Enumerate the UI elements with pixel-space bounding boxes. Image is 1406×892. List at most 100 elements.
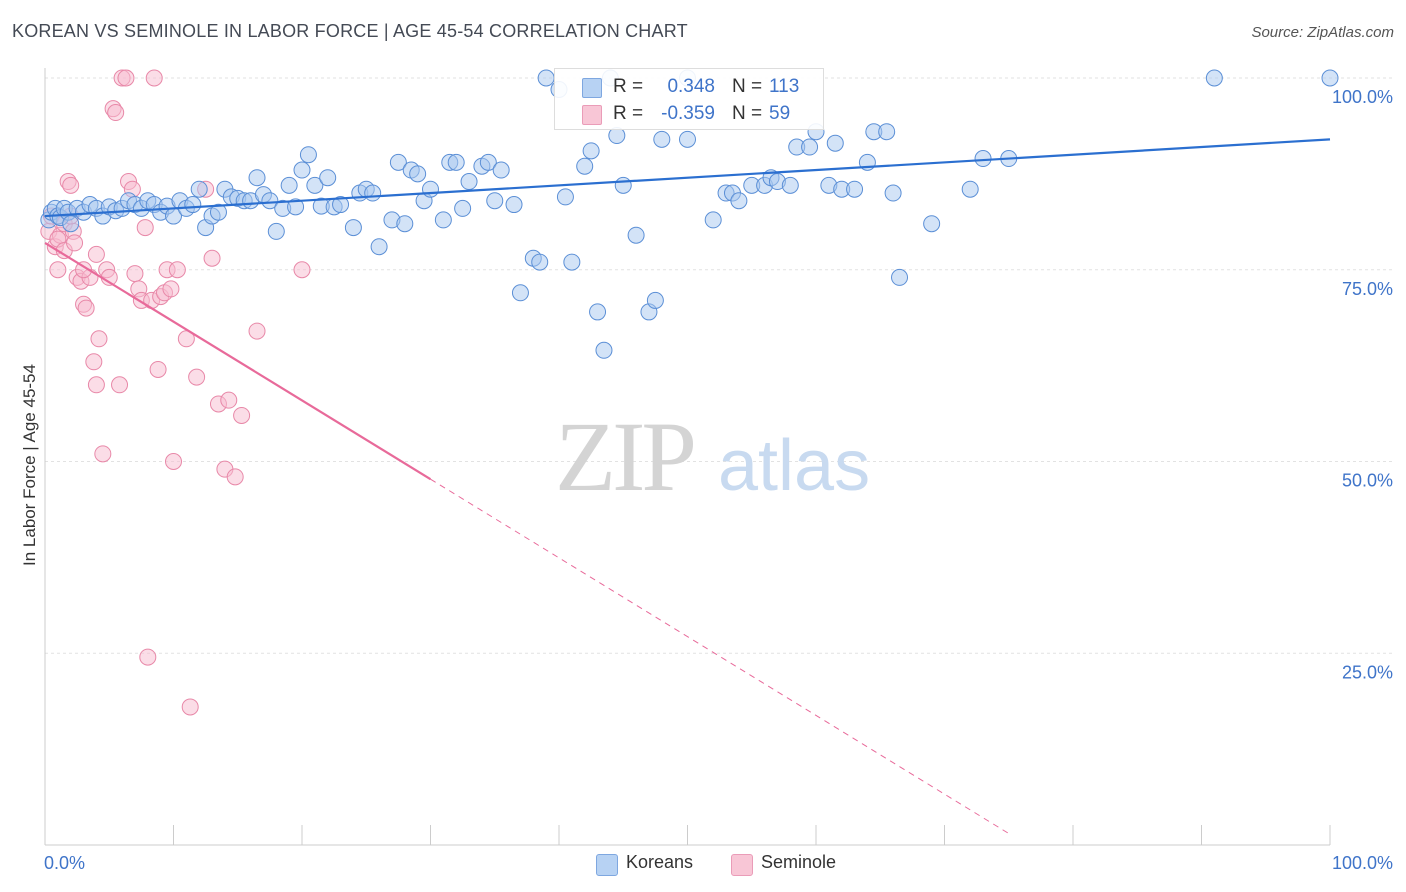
seminole-point — [139, 648, 157, 666]
koreans-point — [878, 123, 896, 141]
koreans-point — [627, 226, 645, 244]
koreans-point — [730, 192, 748, 210]
tick-labels: 25.0% 50.0% 75.0% 100.0% 0.0% 100.0% — [44, 87, 1393, 873]
koreans-point — [422, 180, 439, 198]
seminole-point — [149, 360, 167, 378]
stats-legend: R = 0.348 N = 113 R = -0.359 N = 59 — [554, 68, 824, 130]
seminole-point — [165, 453, 182, 470]
koreans-point — [434, 211, 452, 229]
seminole-point — [136, 219, 154, 237]
koreans-point — [653, 130, 671, 148]
seminole-point — [77, 299, 95, 317]
seminole-point — [126, 265, 144, 283]
y-tick-label-50: 50.0% — [1342, 471, 1393, 491]
seminole-point — [168, 261, 186, 279]
koreans-point — [344, 219, 362, 237]
koreans-point — [646, 291, 664, 309]
koreans-point — [479, 153, 497, 171]
koreans-point — [846, 180, 864, 198]
koreans-legend-label: Koreans — [626, 852, 694, 872]
koreans-point — [248, 169, 266, 187]
koreans-point — [891, 268, 909, 286]
koreans-point — [801, 138, 819, 156]
koreans-point — [287, 198, 305, 216]
seminole-point — [203, 249, 221, 267]
koreans-point — [505, 196, 523, 214]
koreans-point — [511, 284, 529, 302]
koreans-point — [563, 253, 581, 271]
koreans-point — [884, 184, 902, 202]
seminole-trend-extension — [430, 478, 1010, 834]
koreans-point — [679, 130, 696, 148]
koreans-point — [319, 169, 337, 187]
seminole-point — [220, 391, 238, 409]
koreans-point — [396, 215, 414, 233]
koreans-point — [826, 134, 844, 152]
koreans-legend-swatch — [596, 854, 618, 876]
seminole-point — [87, 245, 105, 263]
chart-title: KOREAN VS SEMINOLE IN LABOR FORCE | AGE … — [12, 21, 688, 41]
koreans-point — [184, 196, 202, 214]
y-tick-label-25: 25.0% — [1342, 662, 1393, 682]
koreans-point — [370, 238, 388, 256]
legend-row-koreans: R = 0.348 N = 113 — [555, 74, 823, 100]
trend-lines — [44, 138, 1331, 834]
seminole-points — [40, 69, 311, 716]
r-value: 0.348 — [667, 76, 715, 97]
seminole-legend-label: Seminole — [761, 852, 837, 872]
n-value: 113 — [769, 76, 800, 97]
seminole-point — [181, 698, 199, 716]
koreans-point — [582, 142, 600, 160]
koreans-trend-line — [44, 138, 1331, 218]
koreans-point — [1205, 69, 1223, 87]
r-value: -0.359 — [661, 103, 715, 124]
koreans-point — [614, 176, 632, 194]
n-value: 59 — [769, 103, 791, 124]
seminole-point — [66, 234, 84, 252]
koreans-point — [537, 69, 555, 87]
koreans-point — [492, 161, 510, 179]
watermark: ZIP atlas — [555, 401, 870, 512]
y-tick-label-75: 75.0% — [1342, 279, 1393, 299]
watermark-zip: ZIP — [555, 401, 693, 512]
seminole-point — [293, 261, 311, 279]
seminole-trend-line — [44, 241, 432, 481]
seminole-point — [49, 261, 67, 279]
r-label: R = — [613, 103, 644, 124]
seminole-point — [62, 176, 80, 194]
x-tick-label-min: 0.0% — [44, 853, 85, 873]
koreans-point — [486, 192, 504, 210]
koreans-swatch — [582, 78, 602, 98]
seminole-point — [226, 468, 244, 486]
koreans-point — [209, 203, 227, 221]
koreans-point — [704, 211, 722, 229]
koreans-point — [261, 192, 279, 210]
x-tick-label-max: 100.0% — [1332, 853, 1393, 873]
watermark-atlas: atlas — [718, 426, 870, 506]
n-label: N = — [732, 76, 763, 97]
seminole-point — [111, 376, 129, 394]
koreans-point — [460, 173, 478, 191]
koreans-point — [1321, 69, 1339, 87]
koreans-point — [576, 157, 594, 175]
koreans-point — [332, 196, 350, 214]
koreans-point — [267, 222, 285, 240]
koreans-point — [280, 176, 298, 194]
seminole-swatch — [582, 105, 602, 125]
seminole-point — [248, 322, 266, 340]
y-axis-label: In Labor Force | Age 45-54 — [20, 364, 39, 566]
seminole-point — [188, 368, 206, 386]
seminole-point — [87, 376, 105, 394]
koreans-point — [364, 184, 382, 202]
seminole-point — [117, 69, 135, 87]
seminole-point — [162, 280, 180, 298]
koreans-point — [923, 215, 941, 233]
grid-lines — [45, 77, 1392, 654]
seminole-point — [85, 353, 103, 371]
koreans-point — [190, 180, 208, 198]
koreans-point — [974, 150, 992, 168]
seminole-point — [75, 261, 93, 279]
source-label: Source: ZipAtlas.com — [1251, 24, 1394, 41]
y-tick-label-100: 100.0% — [1332, 87, 1393, 107]
